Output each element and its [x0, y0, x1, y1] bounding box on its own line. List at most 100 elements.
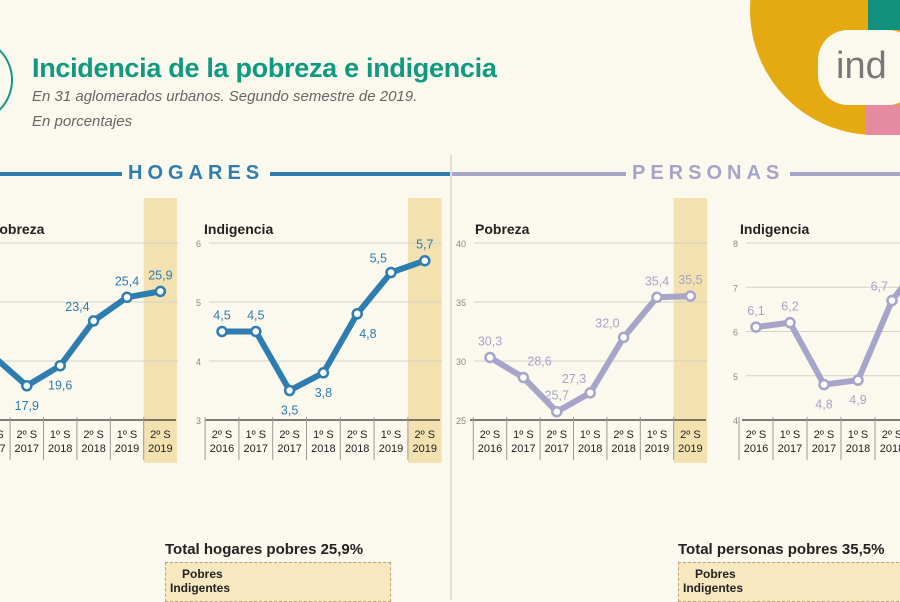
unit-note: En porcentajes — [32, 113, 133, 130]
data-point — [250, 325, 262, 338]
data-label: 25,7 — [545, 389, 569, 403]
data-label: 27,3 — [562, 372, 586, 386]
data-point — [154, 285, 167, 298]
data-point — [818, 378, 830, 391]
x-tick-label: 2019 — [379, 443, 403, 455]
data-label: 35,4 — [645, 274, 669, 288]
x-tick-label: 2018 — [846, 443, 870, 455]
x-tick-label: 1º S — [381, 429, 402, 441]
data-point — [684, 290, 697, 302]
x-tick-label: 2019 — [678, 443, 702, 455]
data-point — [750, 321, 762, 333]
y-tick-label: 25 — [456, 416, 466, 426]
x-tick-label: 2018 — [578, 443, 602, 455]
chart-title: Indigencia — [204, 221, 273, 237]
data-point — [385, 266, 397, 279]
data-point — [886, 294, 898, 307]
y-tick-label: 4 — [733, 416, 738, 426]
data-point — [54, 359, 66, 372]
x-tick-label: 1º S — [313, 429, 334, 441]
chart-personas-pobreza: Pobreza 25 30 35 40 2º S 2016 1º S 2017 2º S 2017 1… — [456, 198, 708, 463]
x-tick-label: 2017 — [15, 443, 39, 455]
data-label: 4,5 — [247, 309, 264, 323]
section-personas: PERSONAS — [626, 162, 791, 185]
highlight-band — [407, 198, 442, 463]
x-tick-label: 2º S — [415, 429, 436, 441]
data-label: 4,5 — [213, 309, 230, 323]
x-tick-label: 2º S — [212, 429, 233, 441]
legend-hogares: Pobres Indigentes — [165, 562, 391, 602]
x-tick-label: 2º S — [480, 429, 501, 441]
x-tick-label: 2017 — [812, 443, 836, 455]
data-point — [551, 405, 563, 418]
subtitle: En 31 aglomerados urbanos. Segundo semes… — [32, 88, 418, 105]
data-label: 32,0 — [595, 316, 619, 330]
data-point — [784, 316, 796, 329]
x-tick-label: 2º S — [882, 429, 900, 441]
data-label: 30,3 — [478, 334, 502, 348]
chart-title: Pobreza — [475, 221, 530, 237]
x-tick-label: 2017 — [511, 443, 535, 455]
data-label: 4,8 — [815, 398, 832, 412]
y-tick-label: 6 — [733, 328, 738, 338]
x-tick-label: 1º S — [0, 429, 4, 441]
y-tick-label: 30 — [456, 357, 466, 367]
x-tick-label: 2018 — [345, 443, 369, 455]
x-tick-label: 2016 — [478, 443, 502, 455]
data-point — [617, 331, 630, 344]
x-tick-label: 2017 — [778, 443, 802, 455]
data-label: 25,9 — [148, 268, 172, 282]
x-tick-label: 1º S — [647, 429, 668, 441]
legend-personas: Pobres Indigentes — [678, 562, 900, 602]
y-tick-label: 40 — [456, 239, 466, 249]
legend-pobres: Pobres — [695, 567, 736, 581]
x-tick-label: 2017 — [545, 443, 569, 455]
total-hogares: Total hogares pobres 25,9% — [165, 541, 364, 558]
chart-personas-indigencia: Indigencia 4 5 6 7 8 2º S 2016 1º S 2017 2º S 2017 1… — [733, 221, 900, 460]
data-point — [651, 291, 663, 304]
y-tick-label: 35 — [456, 298, 466, 308]
y-tick-label: 5 — [196, 298, 201, 308]
x-tick-label: 2019 — [115, 443, 139, 455]
x-tick-label: 2019 — [645, 443, 669, 455]
data-label: 6,2 — [781, 300, 798, 314]
x-tick-label: 2º S — [279, 429, 300, 441]
x-tick-label: 1º S — [580, 429, 601, 441]
data-label: 25,4 — [115, 274, 139, 288]
data-point — [351, 308, 363, 320]
data-point — [121, 291, 133, 304]
x-tick-label: 2016 — [744, 443, 768, 455]
chart-hogares-indigencia: Indigencia 3 4 5 6 2º S 2016 1º S 2017 2º S 2017 1º… — [196, 198, 442, 463]
y-tick-label: 5 — [733, 372, 738, 382]
y-tick-label: 3 — [196, 416, 201, 426]
data-point — [517, 371, 530, 384]
x-tick-label: 2018 — [48, 443, 72, 455]
x-tick-label: 2º S — [17, 429, 38, 441]
data-label: 19,6 — [48, 379, 72, 393]
legend-indigentes: Indigentes — [170, 581, 231, 595]
data-label: 6,1 — [747, 304, 764, 318]
legend-pobres: Pobres — [182, 567, 223, 581]
data-point — [317, 367, 330, 379]
y-tick-label: 7 — [733, 283, 738, 293]
x-tick-label: 2º S — [150, 429, 171, 441]
x-tick-label: 1º S — [246, 429, 267, 441]
x-tick-label: 2017 — [0, 443, 6, 455]
logo-text: ind — [836, 45, 887, 87]
data-label: 3,5 — [281, 404, 298, 418]
data-point — [283, 384, 296, 397]
data-point — [21, 380, 33, 392]
data-label: 5,5 — [370, 252, 387, 266]
data-label: 35,5 — [678, 273, 702, 287]
x-tick-label: 2018 — [311, 443, 335, 455]
total-personas: Total personas pobres 35,5% — [678, 541, 885, 558]
data-label: 4,8 — [359, 327, 376, 341]
x-tick-label: 2º S — [547, 429, 568, 441]
data-label: 17,9 — [15, 399, 39, 413]
x-tick-label: 2016 — [210, 443, 234, 455]
data-point — [216, 325, 228, 338]
series-line — [755, 285, 900, 388]
